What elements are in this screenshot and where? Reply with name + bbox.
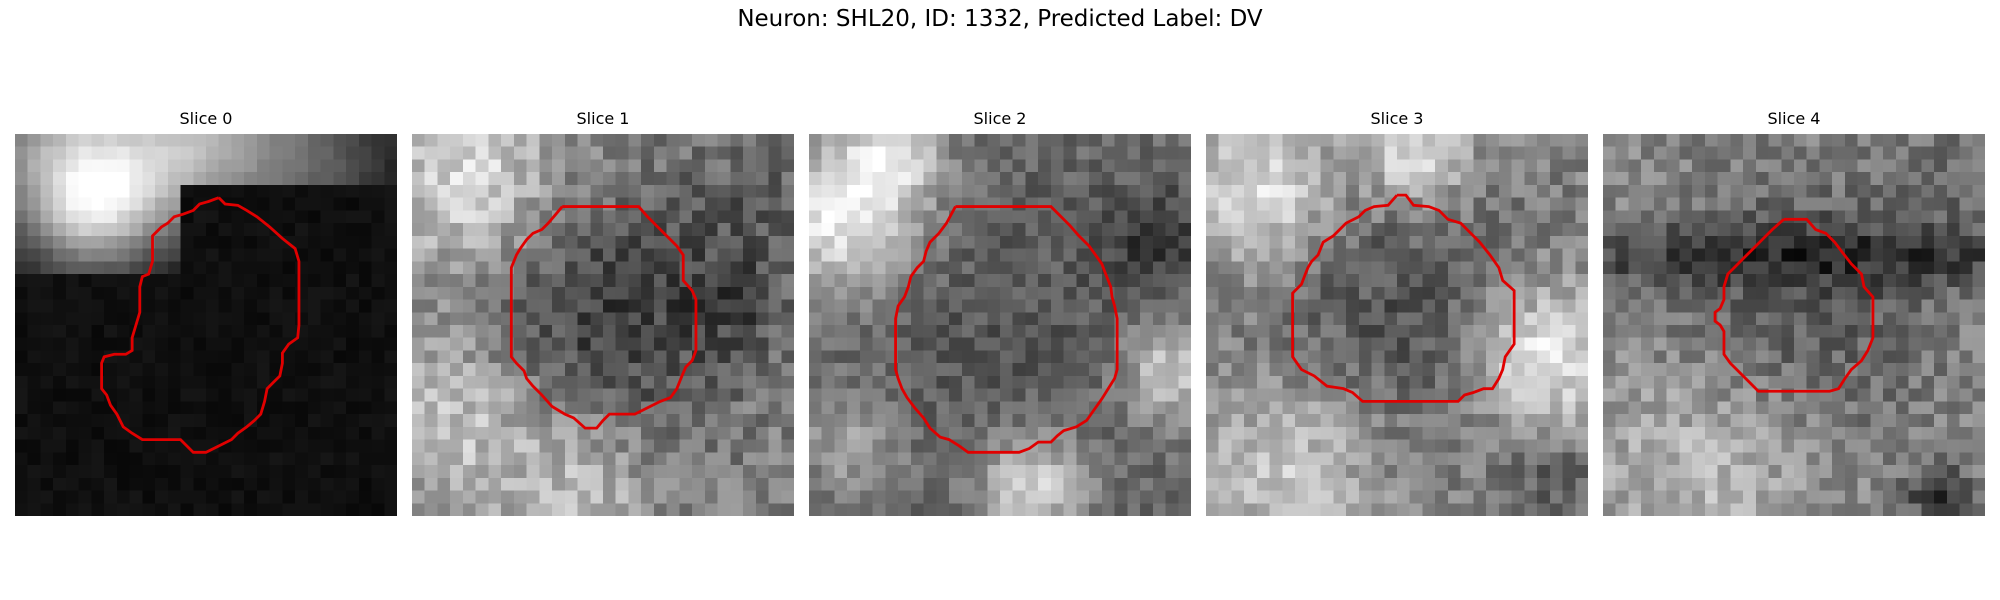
slice-title-4: Slice 4 <box>1767 109 1821 128</box>
roi-outline-4 <box>1713 217 1875 393</box>
slice-image-1 <box>412 134 794 516</box>
slice-title-3: Slice 3 <box>1370 109 1424 128</box>
slice-pixels-1 <box>412 134 794 516</box>
figure-suptitle: Neuron: SHL20, ID: 1332, Predicted Label… <box>737 6 1263 32</box>
slice-panel-1: Slice 1 <box>412 108 794 516</box>
slice-panel-2: Slice 2 <box>809 108 1191 516</box>
slice-image-3 <box>1206 134 1588 516</box>
slice-pixels-4 <box>1603 134 1985 516</box>
slice-panel-4: Slice 4 <box>1603 108 1985 516</box>
slice-pixels-3 <box>1206 134 1588 516</box>
slice-title-2: Slice 2 <box>973 109 1027 128</box>
slice-image-4 <box>1603 134 1985 516</box>
slice-image-0 <box>15 134 397 516</box>
roi-outline-1 <box>509 205 698 430</box>
roi-outline-2 <box>894 205 1119 454</box>
slice-panel-0: Slice 0 <box>15 108 397 516</box>
slice-image-2 <box>809 134 1191 516</box>
roi-outline-0 <box>100 196 301 454</box>
slice-panel-3: Slice 3 <box>1206 108 1588 516</box>
slice-title-0: Slice 0 <box>179 109 233 128</box>
roi-outline-3 <box>1291 193 1516 403</box>
slice-title-1: Slice 1 <box>576 109 630 128</box>
